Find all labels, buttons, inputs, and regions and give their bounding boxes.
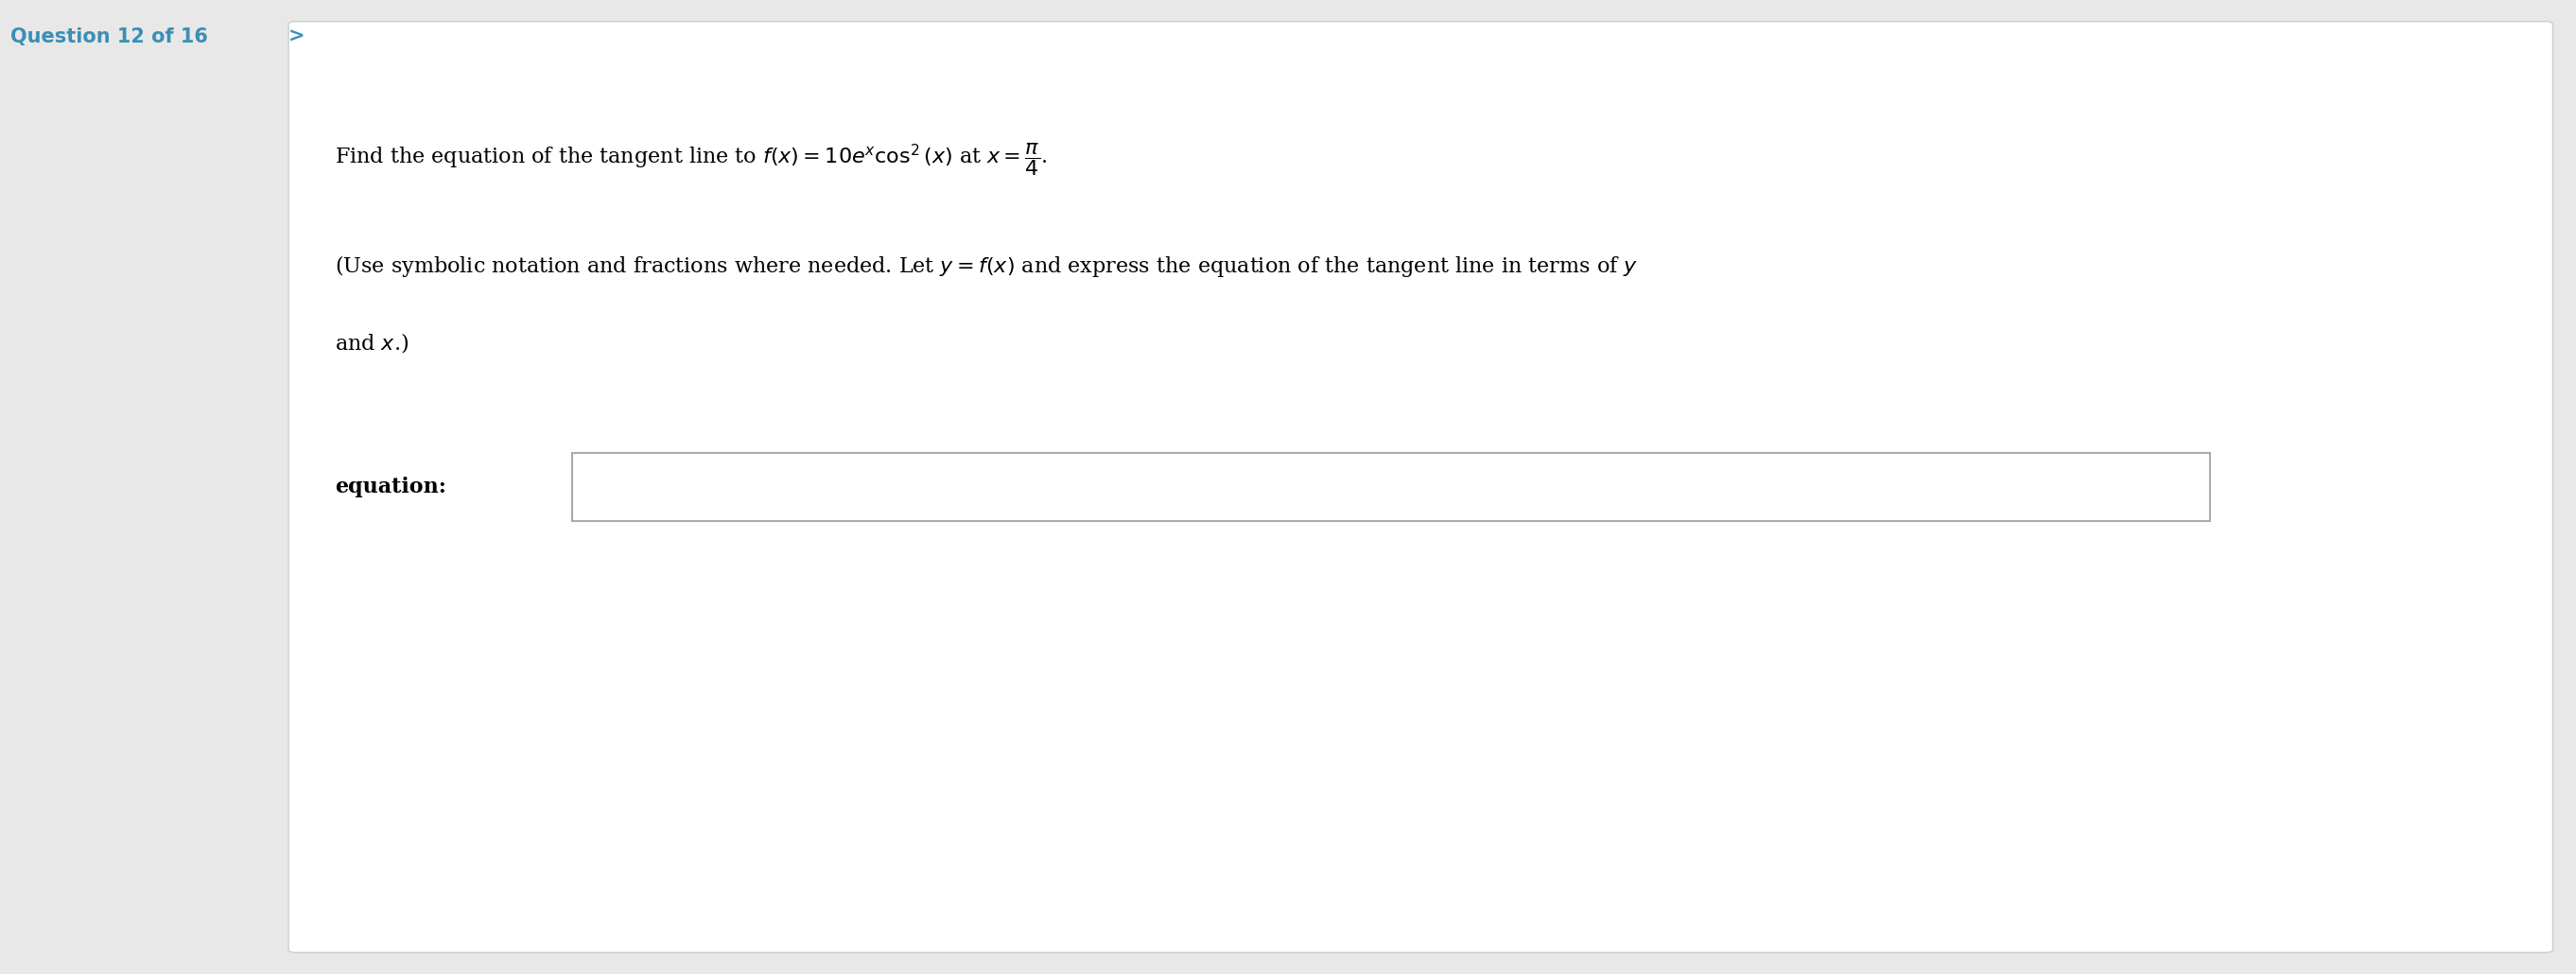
FancyBboxPatch shape — [289, 21, 2553, 953]
Text: (Use symbolic notation and fractions where needed. Let $y = f(x)$ and express th: (Use symbolic notation and fractions whe… — [335, 253, 1638, 279]
Text: >: > — [289, 27, 304, 46]
Text: and $x$.): and $x$.) — [335, 331, 410, 355]
Text: Find the equation of the tangent line to $f(x) = 10e^x \cos^2(x)$ at $x = \dfrac: Find the equation of the tangent line to… — [335, 141, 1048, 178]
Bar — [572, 453, 2210, 521]
Text: Question 12 of 16: Question 12 of 16 — [10, 27, 209, 46]
Text: equation:: equation: — [335, 476, 446, 498]
